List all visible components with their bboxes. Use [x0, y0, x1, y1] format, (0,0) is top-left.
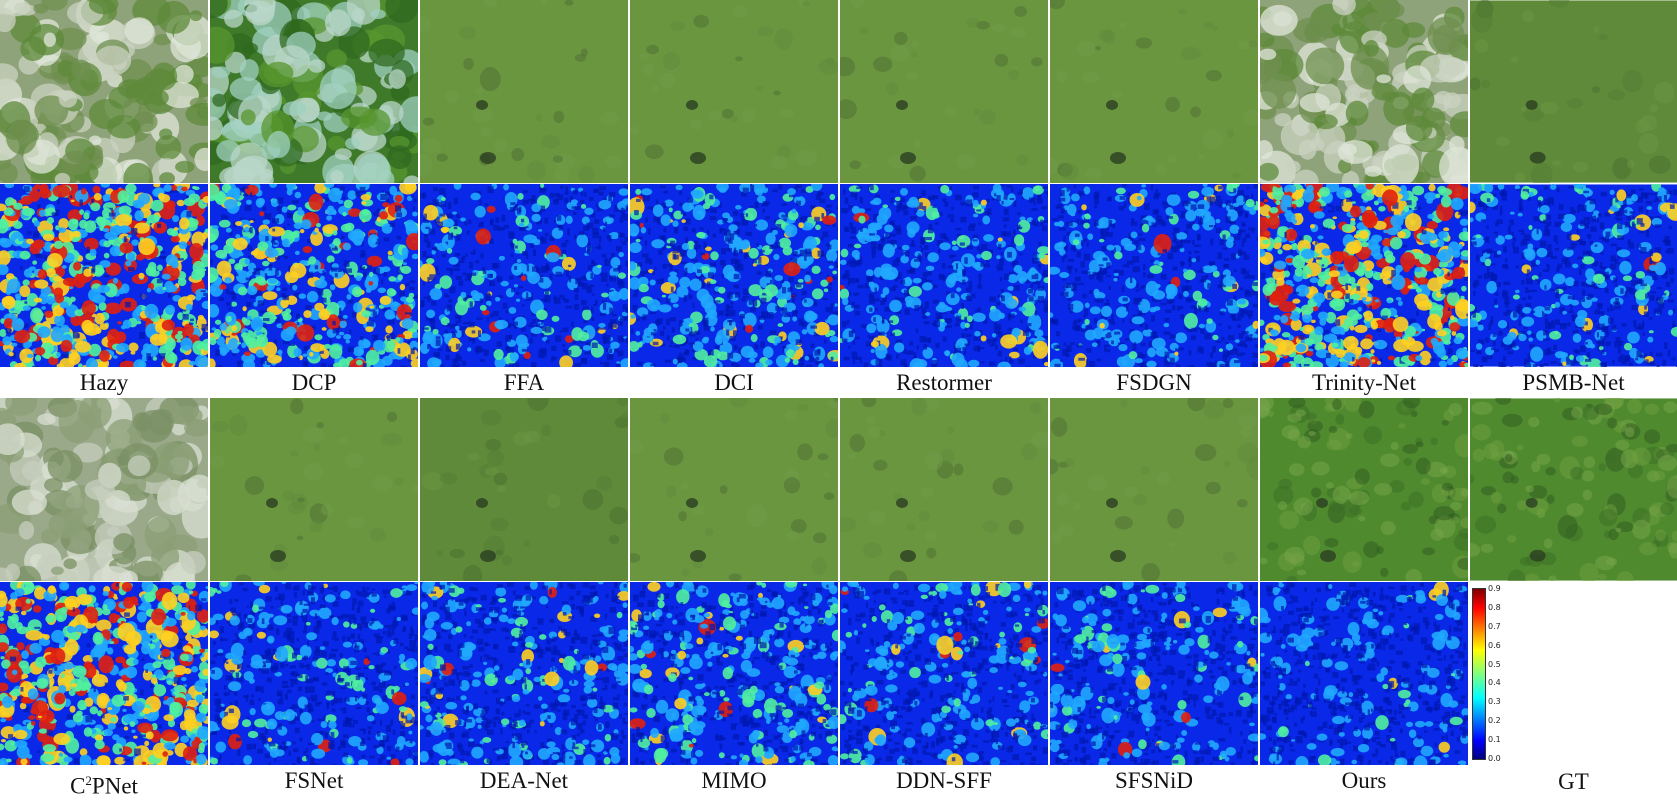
column-sfsnid: SFSNiD — [1050, 398, 1258, 796]
label-psmb-net: PSMB-Net — [1470, 369, 1677, 397]
fsnet-error-map — [210, 582, 418, 765]
dea-net-image — [420, 398, 628, 581]
ffa-error-map — [420, 184, 628, 367]
colorbar-tick-label: 0.2 — [1488, 717, 1501, 725]
column-dea-net: DEA-Net — [420, 398, 628, 796]
dci-error-map — [630, 184, 838, 367]
c2pnet-image — [0, 398, 208, 581]
column-hazy: Hazy — [0, 0, 208, 397]
colorbar-tick-label: 0.8 — [1488, 604, 1501, 612]
column-mimo: MIMO — [630, 398, 838, 796]
label-dcp: DCP — [210, 369, 418, 397]
ddn-sff-image — [840, 398, 1048, 581]
ddn-sff-error-map — [840, 582, 1048, 765]
mimo-image — [630, 398, 838, 581]
colorbar-tick-label: 0.0 — [1488, 755, 1501, 763]
colorbar-tick-label: 0.7 — [1488, 623, 1501, 631]
gt-image — [1470, 398, 1677, 581]
colorbar-ticks: 0.9 0.8 0.7 0.6 0.5 0.4 0.3 0.2 0.1 0.0 — [1488, 588, 1512, 760]
figure-row-2: C2PNet FSNet DEA-Net MIMO DDN-SFF SFSNiD… — [0, 398, 1677, 796]
column-ours: Ours — [1260, 398, 1468, 796]
column-dci: DCI — [630, 0, 838, 397]
c2pnet-error-map — [0, 582, 208, 765]
dci-image — [630, 0, 838, 183]
column-trinity-net: Trinity-Net — [1260, 0, 1468, 397]
mimo-error-map — [630, 582, 838, 765]
column-psmb-net: PSMB-Net — [1470, 0, 1677, 397]
label-hazy: Hazy — [0, 369, 208, 397]
column-c2pnet: C2PNet — [0, 398, 208, 796]
column-fsdgn: FSDGN — [1050, 0, 1258, 397]
colorbar — [1472, 588, 1486, 760]
column-ffa: FFA — [420, 0, 628, 397]
restormer-image — [840, 0, 1048, 183]
ours-image — [1260, 398, 1468, 581]
label-gt: GT — [1470, 768, 1677, 796]
sfsnid-error-map — [1050, 582, 1258, 765]
sfsnid-image — [1050, 398, 1258, 581]
trinity-net-image — [1260, 0, 1468, 183]
dea-net-error-map — [420, 582, 628, 765]
dcp-error-map — [210, 184, 418, 367]
colorbar-tick-label: 0.6 — [1488, 642, 1501, 650]
dcp-image — [210, 0, 418, 183]
colorbar-tick-label: 0.1 — [1488, 736, 1501, 744]
fsdgn-image — [1050, 0, 1258, 183]
colorbar-tick-label: 0.3 — [1488, 698, 1501, 706]
figure-row-1: Hazy DCP FFA DCI Restormer FSDGN Trinity… — [0, 0, 1677, 397]
trinity-net-error-map — [1260, 184, 1468, 367]
colorbar-tick-label: 0.5 — [1488, 661, 1501, 669]
fsnet-image — [210, 398, 418, 581]
label-trinity-net: Trinity-Net — [1260, 369, 1468, 397]
label-fsdgn: FSDGN — [1050, 369, 1258, 397]
column-ddn-sff: DDN-SFF — [840, 398, 1048, 796]
column-dcp: DCP — [210, 0, 418, 397]
column-gt: 0.9 0.8 0.7 0.6 0.5 0.4 0.3 0.2 0.1 0.0 GT — [1470, 398, 1677, 796]
ffa-image — [420, 0, 628, 183]
label-restormer: Restormer — [840, 369, 1048, 397]
psmb-net-error-map — [1470, 184, 1677, 367]
colorbar-area: 0.9 0.8 0.7 0.6 0.5 0.4 0.3 0.2 0.1 0.0 — [1470, 582, 1677, 766]
label-dci: DCI — [630, 369, 838, 397]
hazy-error-map — [0, 184, 208, 367]
column-fsnet: FSNet — [210, 398, 418, 796]
hazy-image — [0, 0, 208, 183]
colorbar-tick-label: 0.9 — [1488, 585, 1501, 593]
fsdgn-error-map — [1050, 184, 1258, 367]
column-restormer: Restormer — [840, 0, 1048, 397]
ours-error-map — [1260, 582, 1468, 765]
label-ffa: FFA — [420, 369, 628, 397]
colorbar-tick-label: 0.4 — [1488, 679, 1501, 687]
restormer-error-map — [840, 184, 1048, 367]
psmb-net-image — [1470, 0, 1677, 183]
